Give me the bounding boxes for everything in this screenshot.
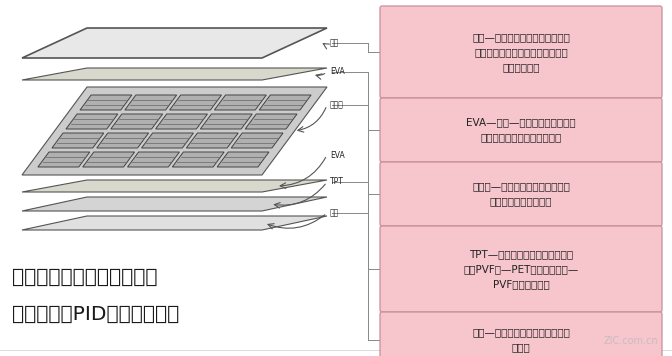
- Polygon shape: [97, 133, 149, 148]
- Text: ZIC.com.cn: ZIC.com.cn: [603, 336, 658, 346]
- FancyBboxPatch shape: [380, 312, 662, 356]
- Text: 只有了解了晶硒组件的构成: 只有了解了晶硒组件的构成: [12, 268, 157, 287]
- Text: ，才能理解PID效应的原因。: ，才能理解PID效应的原因。: [12, 305, 179, 324]
- Text: 电池片—电池组件的核心部件主要
成分为单晶硒、多晶硒: 电池片—电池组件的核心部件主要 成分为单晶硒、多晶硒: [472, 182, 570, 206]
- Polygon shape: [169, 95, 222, 110]
- Polygon shape: [217, 152, 269, 167]
- Polygon shape: [22, 28, 327, 58]
- Polygon shape: [111, 114, 163, 129]
- Polygon shape: [52, 133, 103, 148]
- Text: EVA: EVA: [330, 151, 345, 159]
- Polygon shape: [128, 152, 179, 167]
- Polygon shape: [22, 87, 327, 175]
- Text: TPT—背板保护材料由聚氟乙烯薄
膜（PVF）—PET（聚酯薄膜）—
PVF三层薄膜构成: TPT—背板保护材料由聚氟乙烯薄 膜（PVF）—PET（聚酯薄膜）— PVF三层…: [464, 249, 579, 289]
- Polygon shape: [142, 133, 194, 148]
- Text: EVA—乙烯—醒酸乙烯共聚物，具
有耐水性、耐腑蚀性、保温性: EVA—乙烯—醒酸乙烯共聚物，具 有耐水性、耐腑蚀性、保温性: [466, 117, 576, 142]
- Text: TPT: TPT: [330, 178, 344, 187]
- Polygon shape: [231, 133, 283, 148]
- Polygon shape: [80, 95, 132, 110]
- FancyBboxPatch shape: [380, 226, 662, 312]
- Polygon shape: [22, 180, 327, 192]
- Polygon shape: [245, 114, 297, 129]
- Polygon shape: [83, 152, 134, 167]
- Text: 边框: 边框: [330, 209, 339, 218]
- Polygon shape: [38, 152, 90, 167]
- Polygon shape: [156, 114, 208, 129]
- FancyBboxPatch shape: [380, 98, 662, 162]
- Text: 玻璃: 玻璃: [330, 38, 339, 47]
- Polygon shape: [66, 114, 118, 129]
- Polygon shape: [200, 114, 252, 129]
- Text: 边框—主要材质为金属铝，增加组
件强度: 边框—主要材质为金属铝，增加组 件强度: [472, 328, 570, 352]
- Polygon shape: [186, 133, 238, 148]
- Polygon shape: [22, 216, 327, 230]
- FancyBboxPatch shape: [380, 162, 662, 226]
- Polygon shape: [172, 152, 224, 167]
- Polygon shape: [22, 68, 327, 80]
- Text: EVA: EVA: [330, 68, 345, 77]
- Text: 玻璃—主要成分二氧化硒，次要成
分有纯碎、石灰石、氧化镑、氧化
铝、芳硒、碳: 玻璃—主要成分二氧化硒，次要成 分有纯碎、石灰石、氧化镑、氧化 铝、芳硒、碳: [472, 32, 570, 72]
- Polygon shape: [214, 95, 266, 110]
- FancyBboxPatch shape: [380, 6, 662, 98]
- Text: 电池片: 电池片: [330, 100, 344, 110]
- Polygon shape: [125, 95, 177, 110]
- Polygon shape: [22, 197, 327, 211]
- Polygon shape: [259, 95, 311, 110]
